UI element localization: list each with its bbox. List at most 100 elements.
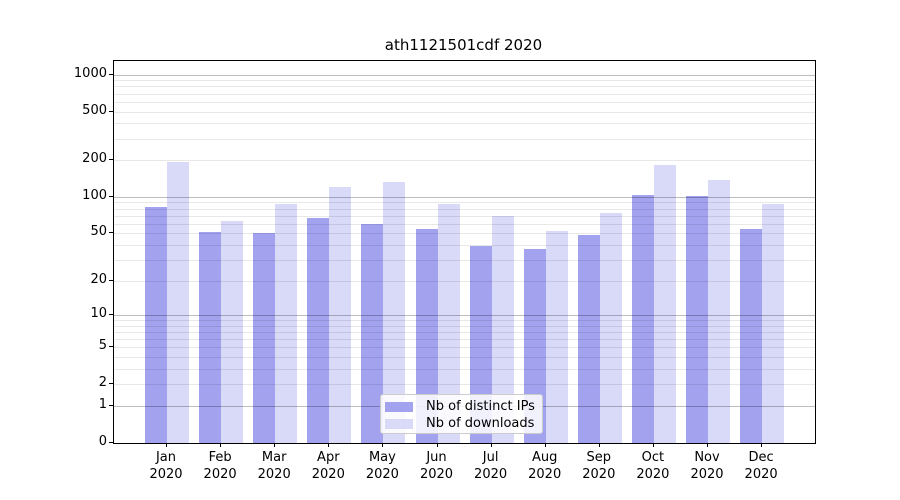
x-tick-year: 2020	[528, 467, 562, 482]
bar-distinct-ips-may	[361, 223, 384, 443]
gridline-6	[114, 339, 815, 341]
bar-downloads-apr	[329, 187, 352, 443]
x-tick-label-may: May 2020	[354, 449, 410, 483]
y-tick-label-10: 10	[90, 306, 107, 322]
bar-distinct-ips-feb	[199, 232, 222, 443]
y-tick-label-100: 100	[82, 187, 107, 203]
x-tick-mark	[598, 443, 600, 447]
x-tick-year: 2020	[203, 467, 237, 482]
gridline-50	[114, 233, 815, 235]
y-tick-label-0: 0	[98, 434, 107, 449]
bar-downloads-jan	[167, 162, 189, 443]
bar-downloads-oct	[653, 165, 676, 443]
x-tick-label-jan: Jan 2020	[138, 449, 194, 483]
gridline-90	[114, 202, 815, 204]
x-tick-label-mar: Mar 2020	[246, 449, 302, 483]
y-tick-label-500: 500	[82, 102, 107, 118]
bar-downloads-dec	[762, 203, 785, 443]
gridline-100	[114, 196, 815, 198]
legend-label-downloads: Nb of downloads	[426, 416, 535, 431]
bar-distinct-ips-sep	[577, 235, 600, 443]
gridline-200	[114, 160, 815, 162]
x-tick-label-dec: Dec 2020	[733, 449, 789, 483]
gridline-700	[114, 93, 815, 95]
y-tick-label-200: 200	[82, 151, 107, 167]
gridline-30	[114, 259, 815, 261]
bar-downloads-mar	[275, 203, 298, 443]
bar-distinct-ips-apr	[307, 218, 330, 443]
x-tick-year: 2020	[474, 467, 508, 482]
y-tick-mark	[109, 314, 113, 316]
x-tick-year: 2020	[690, 467, 724, 482]
y-tick-label-1: 1	[98, 397, 107, 412]
plot-area	[113, 60, 816, 444]
bar-distinct-ips-mar	[253, 233, 276, 443]
x-tick-label-apr: Apr 2020	[300, 449, 356, 483]
gridline-7	[114, 332, 815, 334]
bar-downloads-feb	[221, 221, 244, 443]
gridline-70	[114, 215, 815, 217]
gridline-9	[114, 320, 815, 322]
gridline-2	[114, 384, 815, 386]
x-tick-label-sep: Sep 2020	[571, 449, 627, 483]
bar-downloads-aug	[545, 231, 568, 443]
gridline-5	[114, 347, 815, 349]
gridline-1000	[114, 74, 815, 76]
gridline-300	[114, 138, 815, 140]
chart-title: ath1121501cdf 2020	[384, 36, 543, 54]
x-tick-mark	[490, 443, 492, 447]
x-tick-mark	[274, 443, 276, 447]
bar-downloads-nov	[708, 180, 730, 443]
bar-downloads-jun	[437, 204, 460, 443]
x-tick-mark	[544, 443, 546, 447]
bar-distinct-ips-jun	[415, 229, 438, 443]
x-tick-mark	[382, 443, 384, 447]
y-tick-mark	[109, 110, 113, 112]
y-tick-mark	[109, 195, 113, 197]
gridline-60	[114, 223, 815, 225]
x-tick-label-aug: Aug 2020	[517, 449, 573, 483]
y-tick-label-50: 50	[90, 224, 107, 240]
gridline-900	[114, 80, 815, 82]
y-tick-label-5: 5	[98, 338, 107, 354]
x-tick-label-jun: Jun 2020	[409, 449, 465, 483]
bar-downloads-may	[383, 182, 406, 443]
gridline-4	[114, 357, 815, 359]
x-tick-mark	[436, 443, 438, 447]
y-tick-mark	[109, 232, 113, 234]
gridline-8	[114, 325, 815, 327]
gridline-40	[114, 245, 815, 246]
gridline-500	[114, 111, 815, 113]
gridline-80	[114, 208, 815, 210]
x-tick-year: 2020	[636, 467, 670, 482]
legend: Nb of distinct IPs Nb of downloads	[380, 394, 543, 434]
x-tick-mark	[707, 443, 708, 447]
x-tick-label-feb: Feb 2020	[192, 449, 248, 483]
gridline-3	[114, 369, 815, 371]
y-tick-mark	[109, 73, 113, 75]
x-tick-year: 2020	[257, 467, 291, 482]
gridline-600	[114, 101, 815, 103]
legend-label-distinct-ips: Nb of distinct IPs	[426, 399, 535, 414]
x-tick-year: 2020	[419, 467, 454, 482]
y-tick-mark	[109, 346, 113, 348]
bar-distinct-ips-jan	[145, 207, 167, 443]
legend-swatch-downloads	[385, 418, 413, 429]
x-tick-label-jul: Jul 2020	[463, 449, 519, 483]
bar-distinct-ips-nov	[686, 196, 708, 443]
x-tick-year: 2020	[365, 467, 399, 482]
x-tick-year: 2020	[582, 467, 616, 482]
x-tick-year: 2020	[149, 467, 183, 482]
x-tick-mark	[761, 443, 763, 447]
y-tick-mark	[109, 383, 113, 385]
y-tick-mark	[109, 442, 113, 443]
y-tick-mark	[109, 405, 113, 406]
legend-entry-distinct-ips: Nb of distinct IPs	[385, 398, 542, 415]
x-tick-label-oct: Oct 2020	[625, 449, 681, 483]
x-tick-year: 2020	[744, 467, 778, 482]
x-tick-year: 2020	[311, 467, 345, 482]
x-tick-mark	[652, 443, 654, 447]
gridline-20	[114, 280, 815, 282]
bar-downloads-jul	[491, 215, 514, 443]
